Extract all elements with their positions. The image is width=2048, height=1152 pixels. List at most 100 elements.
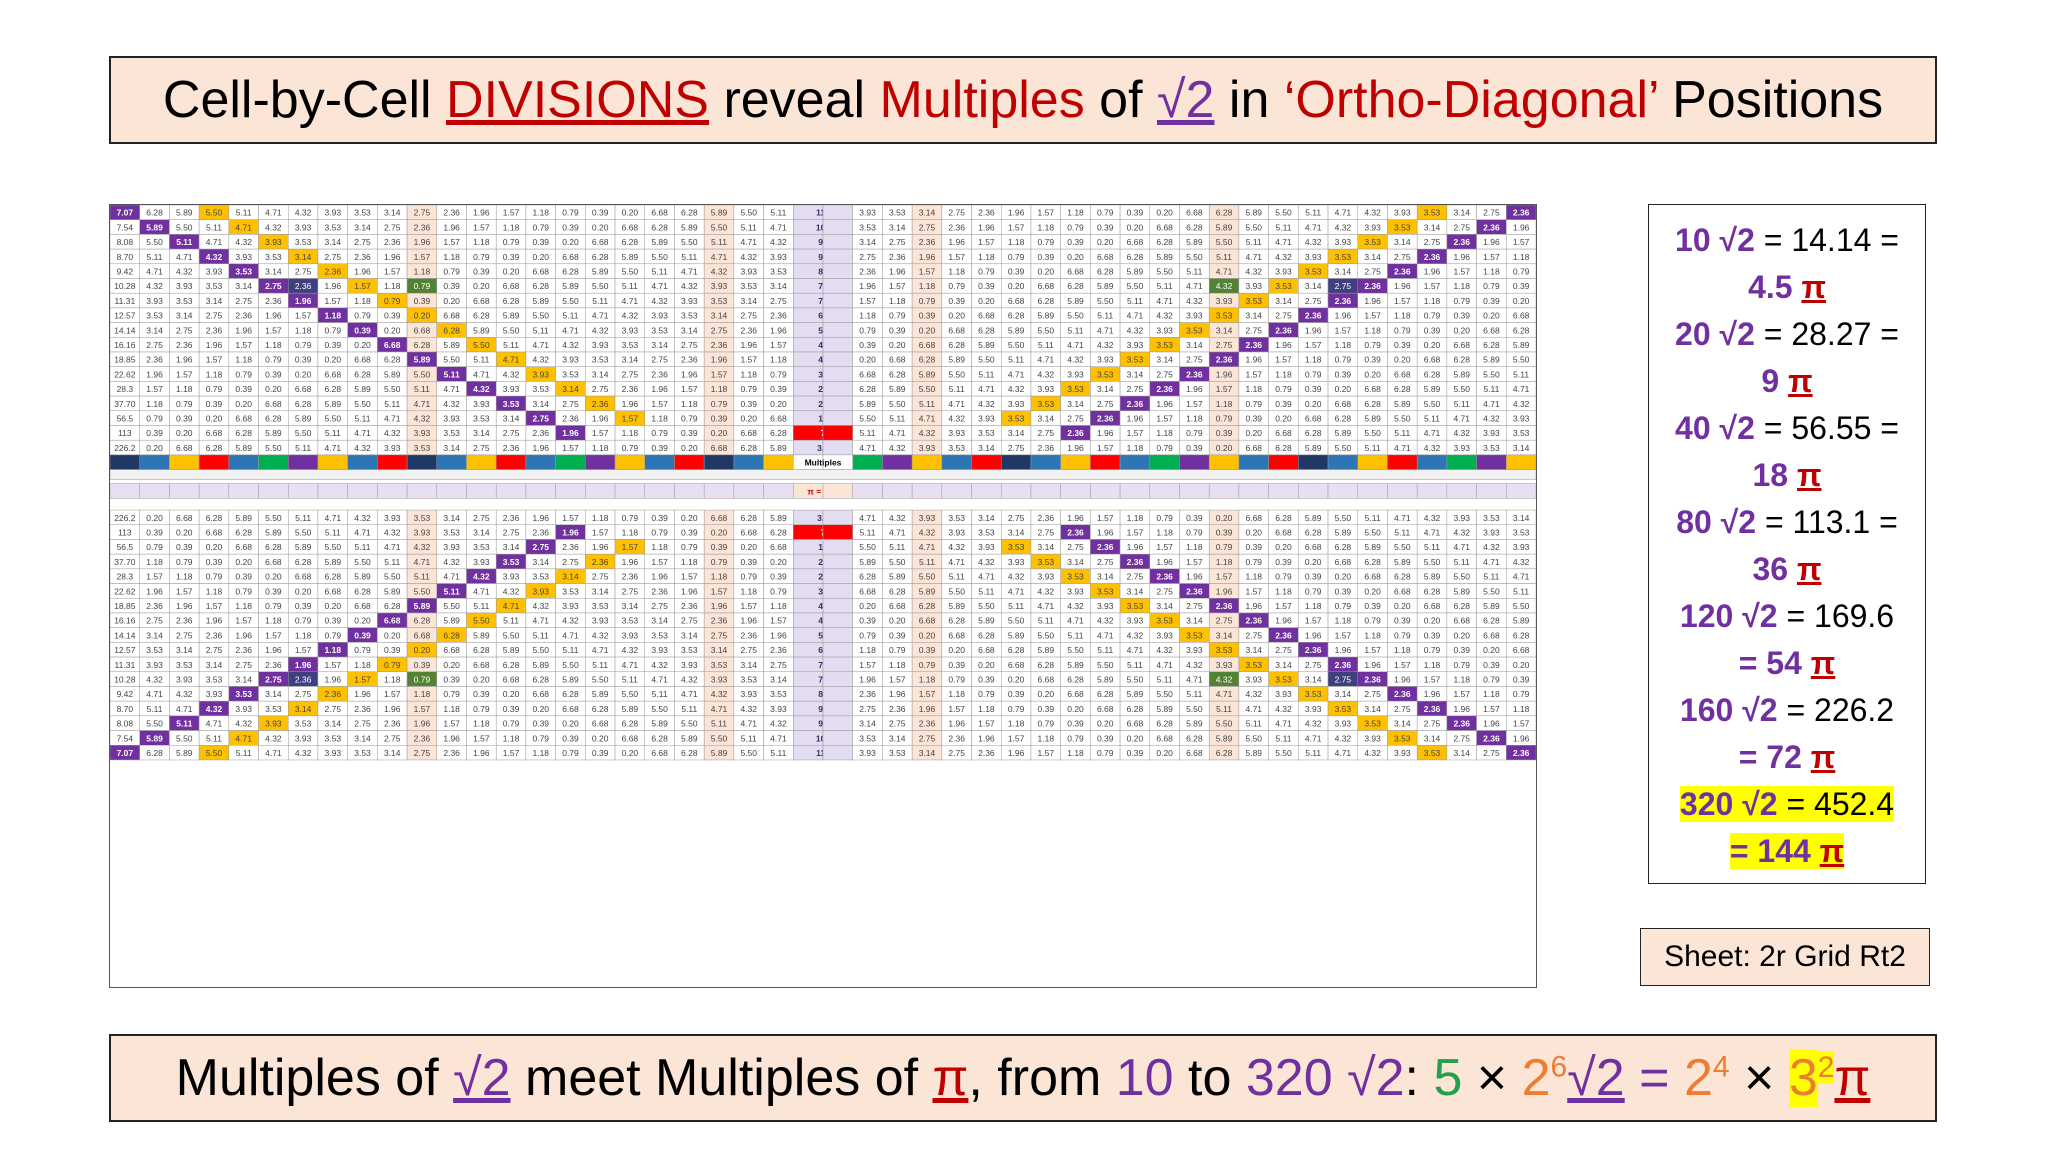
grid-cell-text: 2.75	[206, 311, 223, 321]
grid-cell-text: 4.71	[1305, 733, 1322, 743]
grid-cell-text: 5.11	[563, 645, 579, 655]
grid-cell-text: 0.79	[770, 369, 787, 379]
grid-cell-text: 5.11	[860, 527, 876, 537]
grid-cell-text: 6.68	[384, 616, 401, 626]
grid-cell-text: 3.93	[1127, 616, 1144, 626]
grid-cell-text: 6.68	[325, 586, 342, 596]
grid-cell-text: 5.89	[1453, 369, 1470, 379]
grid-cell-text: 1.96	[1364, 660, 1381, 670]
grid-cell-text: 4.32	[1186, 660, 1203, 670]
grid-cell-text: 0.20	[473, 674, 490, 684]
grid-cell-text: 4.71	[592, 311, 609, 321]
grid-cell-text: 1.57	[592, 428, 609, 438]
grid-cell-text: 2.36	[443, 748, 460, 758]
header-cell	[1357, 483, 1388, 499]
grid-cell-text: 2.75	[770, 660, 787, 670]
grid-cell-text: 3.53	[1424, 208, 1441, 218]
grid-cell-text: 0.39	[1186, 513, 1203, 523]
grid-cell-text: 6.28	[919, 601, 936, 611]
grid-cell-text: 3.53	[1067, 384, 1084, 394]
grid-cell-text: 3.93	[770, 252, 787, 262]
grid-cell-text: 0.79	[859, 325, 876, 335]
grid-cell-text: 2.75	[592, 384, 609, 394]
grid-cell-text: 4.71	[770, 222, 787, 232]
grid-cell-text: 3.93	[443, 542, 460, 552]
grid-cell-text: 5.89	[473, 630, 490, 640]
equation-root2-term: 80 √2	[1676, 504, 1757, 540]
grid-cell-text: 3.53	[889, 208, 906, 218]
grid-cell-text: 4.32	[414, 414, 431, 424]
grid-cell-text: 0.79	[354, 645, 371, 655]
grid-cell-text: 2.36	[1424, 704, 1441, 714]
grid-cell-text: 1.96	[1513, 222, 1530, 232]
grid-cell-text: 1.96	[1008, 748, 1025, 758]
grid-cell-text: 1.18	[622, 428, 639, 438]
grid-cell-text: 4.71	[265, 208, 282, 218]
grid-cell-text: 6.68	[1127, 237, 1144, 247]
grid-cell-text: 3.53	[414, 513, 431, 523]
grid-cell-text: 11.31	[115, 296, 136, 306]
grid-cell-text: 1.96	[948, 719, 965, 729]
multiples-strip-cell	[644, 454, 675, 470]
grid-cell-text: 0.79	[206, 384, 223, 394]
grid-cell-text: 5.11	[1454, 399, 1470, 409]
grid-cell-text: 3.14	[978, 513, 995, 523]
grid-canvas: 7.07 6.28 5.89 5.50 5.11 4.71 4.32 3.93 3.53 3.14…	[110, 205, 1536, 761]
grid-cell-text: 1.18	[1483, 689, 1500, 699]
grid-cell-text: 0.20	[1335, 384, 1352, 394]
grid-cell-text: 4.71	[1216, 689, 1233, 699]
grid-cell-text: 5.89	[681, 733, 698, 743]
grid-cell-text: 1.96	[1453, 252, 1470, 262]
equation-line: 120 √2 = 169.6	[1649, 593, 1925, 640]
equation-pi-line: = 72 π	[1649, 734, 1925, 781]
grid-cell-text: 3.93	[1067, 586, 1084, 596]
grid-cell-text: 6.28	[503, 660, 520, 670]
bottom-text: Multiples of √2 meet Multiples of π, fro…	[176, 1048, 1870, 1108]
header-cell	[1238, 483, 1269, 499]
grid-cell-text: 5.50	[1364, 428, 1381, 438]
grid-cell-text: 2.36	[206, 630, 223, 640]
grid-cell-text: 0.20	[1305, 557, 1322, 567]
grid-cell-text: 0.20	[592, 222, 609, 232]
grid-cell-text: 0.20	[354, 340, 371, 350]
title-divisions: DIVISIONS	[446, 71, 709, 129]
grid-cell-text: 5.89	[443, 340, 460, 350]
grid-cell-text: 5.50	[1067, 645, 1084, 655]
grid-cell	[822, 627, 853, 643]
grid-cell-text: 0.79	[711, 399, 728, 409]
grid-cell-text: 0.39	[681, 527, 698, 537]
grid-cell-text: 4.71	[651, 281, 668, 291]
grid-cell-text: 3.93	[206, 267, 223, 277]
grid-cell-text: 1.57	[740, 601, 757, 611]
grid-cell-text: 3.93	[859, 748, 876, 758]
grid-cell-text: 1.18	[859, 645, 876, 655]
grid-cell-text: 6.28	[206, 443, 223, 453]
grid-cell-text: 6.68	[1394, 369, 1411, 379]
grid-cell-text: 1.57	[1335, 630, 1352, 640]
grid-cell-text: 6.68	[295, 384, 312, 394]
grid-cell	[822, 598, 853, 614]
grid-cell-text: 0.79	[1513, 689, 1530, 699]
grid-cell-text: 0.20	[265, 384, 282, 394]
grid-cell-text: 1.57	[770, 616, 787, 626]
grid-cell-text: 5.89	[1394, 399, 1411, 409]
grid-cell-text: 4.32	[532, 355, 549, 365]
grid-cell-text: 3.93	[1097, 355, 1114, 365]
grid-cell-text: 0.20	[948, 311, 965, 321]
grid-cell-text: 3.93	[384, 443, 401, 453]
grid-cell-text: 4.32	[235, 719, 252, 729]
grid-cell-text: 1.18	[978, 704, 995, 714]
grid-cell-text: 3.93	[740, 267, 757, 277]
grid-cell-text: 3.14	[1305, 281, 1322, 291]
grid-cell-text: 3.93	[1216, 660, 1233, 670]
grid-cell-text: 3.53	[354, 748, 371, 758]
pi-symbol: π	[1810, 645, 1836, 681]
grid-cell-text: 0.39	[146, 527, 163, 537]
equation-pi-line: = 144 π	[1649, 828, 1925, 875]
grid-cell-text: 1.18	[1513, 704, 1530, 714]
grid-cell-text: 1.96	[889, 267, 906, 277]
grid-cell-text: 2.36	[889, 252, 906, 262]
multiples-strip-cell	[941, 454, 972, 470]
grid-cell-text: 3.14	[176, 645, 193, 655]
grid-cell-text: 1.57	[562, 443, 579, 453]
